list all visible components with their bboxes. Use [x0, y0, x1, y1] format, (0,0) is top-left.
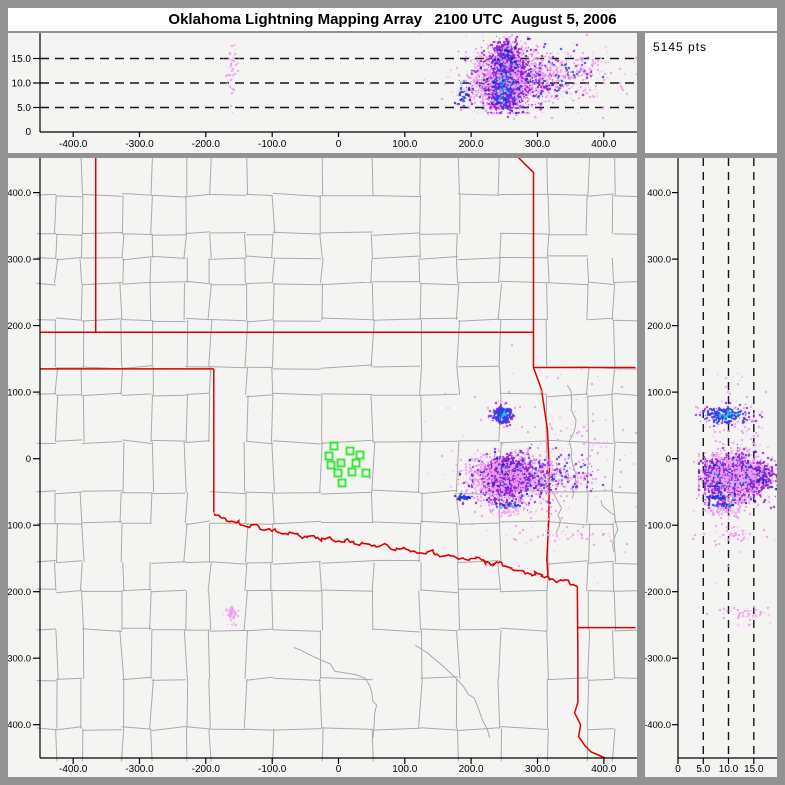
point-count-label: 5145 pts [653, 40, 708, 54]
altitude-ns-scatter-canvas[interactable] [645, 158, 777, 777]
plan-view-scatter-canvas[interactable] [8, 158, 637, 777]
altitude-ew-panel[interactable]: 5.010.015.00-400.0-300.0-200.0-100.00100… [8, 33, 637, 153]
title-bar: Oklahoma Lightning Mapping Array 2100 UT… [8, 8, 777, 31]
page-title: Oklahoma Lightning Mapping Array 2100 UT… [168, 11, 617, 28]
point-count-box: 5145 pts [645, 33, 777, 153]
plan-view-map-panel[interactable]: -400.0-300.0-200.0-100.00100.0200.0300.0… [8, 158, 637, 777]
altitude-ew-scatter-canvas[interactable] [8, 33, 637, 153]
altitude-ns-panel[interactable]: 05.010.015.0400.0300.0200.0100.00-100.0-… [645, 158, 777, 777]
